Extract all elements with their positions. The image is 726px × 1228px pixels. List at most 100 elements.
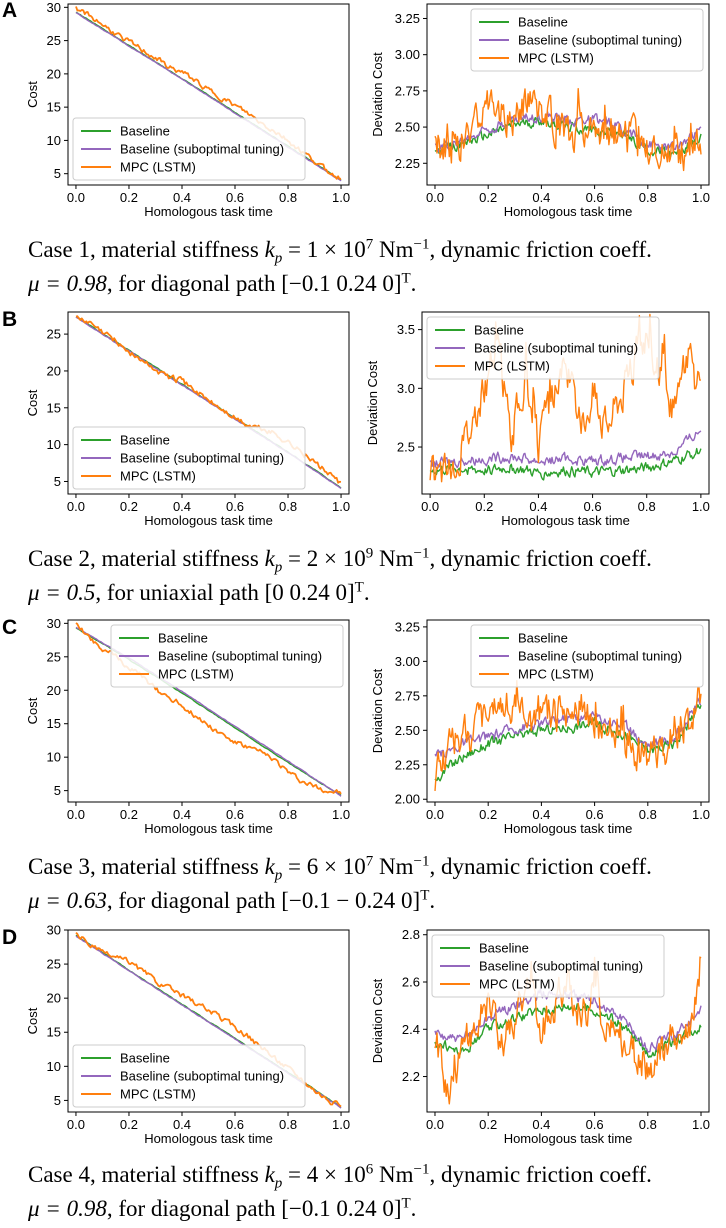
x-tick-label: 0.2 — [479, 190, 497, 205]
x-tick-label: 0.2 — [120, 499, 138, 514]
series-group — [434, 87, 702, 172]
legend-label-suboptimal: Baseline (suboptimal tuning) — [518, 33, 682, 48]
legend-box — [72, 117, 306, 181]
y-tick-label: 10 — [47, 437, 61, 452]
panel-letter-b: B — [2, 308, 18, 331]
series-line-baseline — [434, 1003, 702, 1059]
legend: Baseline Baseline (suboptimal tuning) MPC … — [470, 624, 704, 688]
x-tick-label: 0.4 — [173, 190, 191, 205]
x-tick-label: 0.2 — [120, 807, 138, 822]
y-tick-label: 2.75 — [395, 688, 420, 703]
y-tick-label: 10 — [47, 133, 61, 148]
chart-b-cost: 0.0 0.2 0.4 0.6 0.8 1.0 5 10 15 20 25 Homologous ta… — [25, 311, 350, 528]
legend-label-suboptimal: Baseline (suboptimal tuning) — [518, 649, 682, 664]
legend-label-baseline: Baseline — [479, 941, 529, 956]
legend-label-suboptimal: Baseline (suboptimal tuning) — [158, 649, 322, 664]
y-tick-label: 15 — [47, 1025, 61, 1040]
y-axis-label: Deviation Cost — [365, 360, 380, 445]
axes-frame — [67, 929, 350, 1113]
series-line-suboptimal — [434, 697, 701, 759]
caption-line-1: Case 4, material stiffness kp = 4 × 106 … — [28, 1161, 652, 1192]
x-axis-label: Homologous task time — [144, 1131, 273, 1146]
caption-line-2: μ = 0.5, for uniaxial path [0 0.24 0]T. — [28, 579, 370, 605]
series-line-mpc — [434, 87, 702, 172]
y-tick-label: 2.2 — [402, 1069, 420, 1084]
axes-frame — [421, 311, 710, 495]
x-tick-label: 0.0 — [67, 1117, 85, 1132]
y-tick-label: 3.25 — [395, 619, 420, 634]
y-axis-label: Cost — [25, 697, 40, 724]
legend-label-mpc: MPC (LSTM) — [479, 977, 555, 992]
y-tick-label: 20 — [47, 363, 61, 378]
legend: Baseline Baseline (suboptimal tuning) MPC … — [72, 426, 306, 490]
legend-label-mpc: MPC (LSTM) — [518, 51, 594, 66]
y-tick-label: 2.25 — [395, 156, 420, 171]
y-tick-label: 30 — [47, 616, 61, 631]
series-line-baseline — [434, 704, 702, 782]
chart-c-dev: 0.0 0.2 0.4 0.6 0.8 1.0 2.00 2.25 2.50 2.75 3.00 3.… — [370, 619, 710, 836]
x-tick-label: 0.8 — [639, 807, 657, 822]
x-tick-label: 0.0 — [67, 807, 85, 822]
legend-label-baseline: Baseline — [120, 1051, 170, 1066]
legend-label-mpc: MPC (LSTM) — [120, 160, 196, 175]
legend-label-baseline: Baseline — [120, 124, 170, 139]
caption-line-1: Case 2, material stiffness kp = 2 × 109 … — [28, 545, 652, 576]
axes-frame — [426, 619, 710, 803]
panel-letter-a: A — [2, 0, 18, 22]
legend-label-suboptimal: Baseline (suboptimal tuning) — [120, 451, 284, 466]
legend: Baseline Baseline (suboptimal tuning) MPC … — [470, 8, 704, 72]
x-tick-label: 0.2 — [479, 807, 497, 822]
y-axis-label: Deviation Cost — [370, 52, 385, 137]
x-tick-label: 0.2 — [120, 1117, 138, 1132]
chart-b-dev: 0.0 0.2 0.4 0.6 0.8 1.0 2.5 3.0 3.5 Homologous ta… — [365, 311, 710, 528]
y-tick-label: 5 — [54, 783, 61, 798]
series-group — [434, 680, 702, 791]
y-tick-label: 25 — [47, 649, 61, 664]
series-line-baseline — [429, 447, 702, 481]
y-tick-label: 3.00 — [395, 654, 420, 669]
chart-d-cost: 0.0 0.2 0.4 0.6 0.8 1.0 5 10 15 20 25 30 Homologous … — [25, 923, 350, 1147]
x-tick-label: 0.4 — [173, 807, 191, 822]
y-tick-label: 2.8 — [402, 927, 420, 942]
x-tick-label: 1.0 — [332, 807, 350, 822]
y-tick-label: 3.00 — [395, 47, 420, 62]
x-tick-label: 0.0 — [426, 1117, 444, 1132]
chart-a-dev: 0.0 0.2 0.4 0.6 0.8 1.0 2.25 2.50 2.75 3.00 3.25 Ho… — [370, 3, 710, 219]
x-tick-label: 0.0 — [67, 190, 85, 205]
legend-label-suboptimal: Baseline (suboptimal tuning) — [479, 959, 643, 974]
x-tick-label: 0.8 — [639, 190, 657, 205]
y-tick-label: 2.75 — [395, 83, 420, 98]
axes-frame — [426, 3, 710, 186]
x-axis-label: Homologous task time — [144, 821, 273, 836]
x-tick-label: 0.6 — [584, 499, 602, 514]
y-tick-label: 3.5 — [397, 322, 415, 337]
chart-a-cost: 0.0 0.2 0.4 0.6 0.8 1.0 5 10 15 20 25 30 Homologous … — [25, 0, 350, 219]
y-tick-label: 30 — [47, 0, 61, 15]
y-tick-label: 15 — [47, 100, 61, 115]
y-tick-label: 2.6 — [402, 975, 420, 990]
legend-box — [72, 426, 306, 490]
y-tick-label: 2.00 — [395, 792, 420, 807]
x-tick-label: 0.4 — [532, 807, 550, 822]
caption-line-2: μ = 0.98, for diagonal path [−0.1 0.24 0… — [28, 1195, 417, 1221]
x-tick-label: 1.0 — [692, 1117, 710, 1132]
x-tick-label: 0.6 — [586, 807, 604, 822]
x-tick-label: 1.0 — [332, 1117, 350, 1132]
series-line-mpc — [434, 680, 702, 791]
y-axis-label: Cost — [25, 81, 40, 108]
x-tick-label: 0.4 — [173, 1117, 191, 1132]
y-tick-label: 25 — [47, 327, 61, 342]
y-tick-label: 3.0 — [397, 381, 415, 396]
panel-letter-d: D — [2, 926, 18, 949]
axes-frame — [426, 929, 710, 1113]
x-tick-label: 0.6 — [586, 1117, 604, 1132]
x-tick-label: 1.0 — [692, 190, 710, 205]
caption-case-2: Case 2, material stiffness kp = 2 × 109 … — [28, 542, 652, 610]
legend: Baseline Baseline (suboptimal tuning) MPC … — [426, 316, 660, 380]
x-axis-label: Homologous task time — [501, 513, 630, 528]
legend-label-mpc: MPC (LSTM) — [120, 469, 196, 484]
x-tick-label: 0.4 — [529, 499, 547, 514]
x-tick-label: 1.0 — [692, 807, 710, 822]
legend-box — [110, 624, 344, 688]
